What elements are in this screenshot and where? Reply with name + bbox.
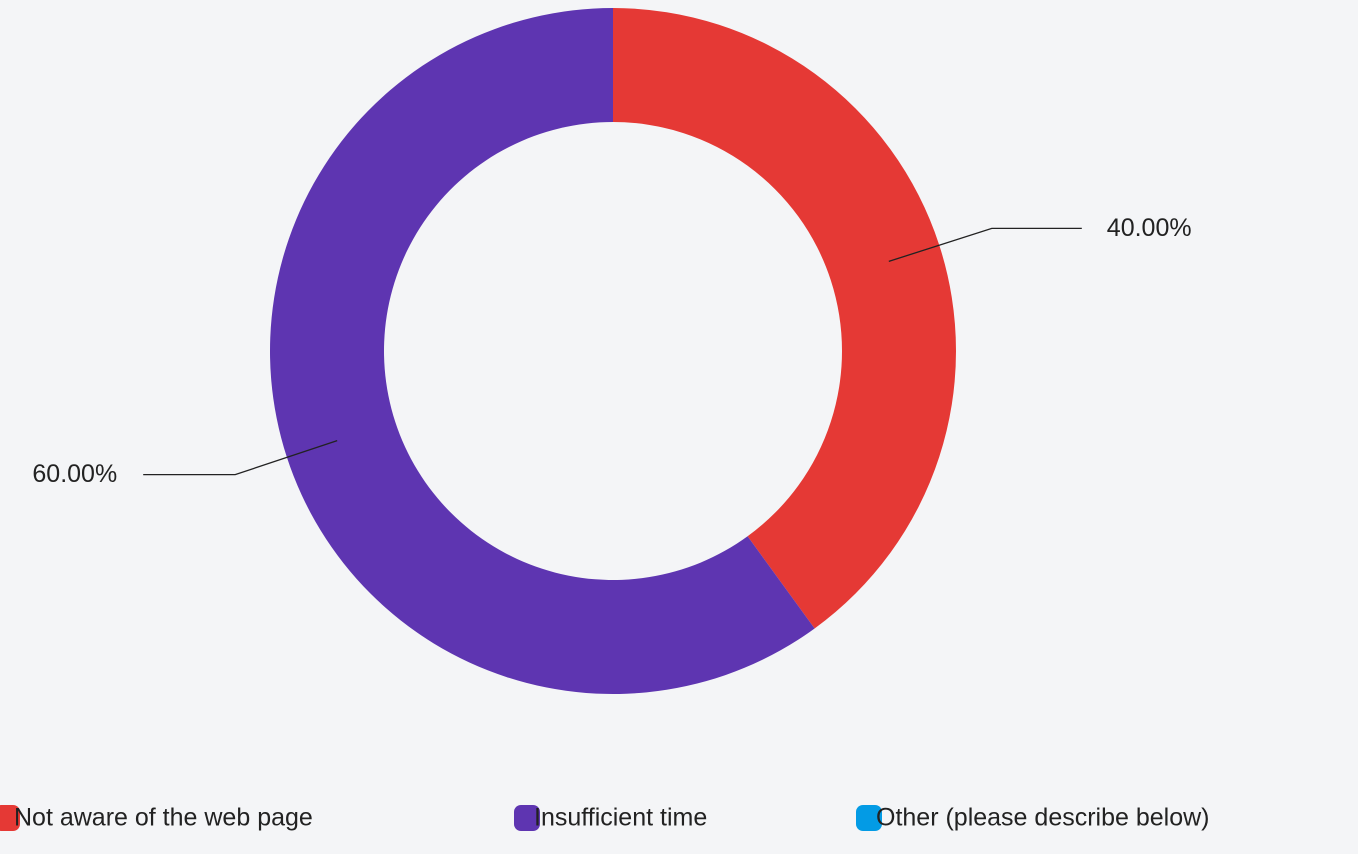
legend-swatch xyxy=(514,805,540,831)
legend-label: Insufficient time xyxy=(534,804,707,832)
legend-label: Other (please describe below) xyxy=(876,804,1210,832)
data-label: 40.00% xyxy=(1107,214,1192,242)
data-label: 60.00% xyxy=(32,460,117,488)
leader-line xyxy=(888,227,1082,263)
legend-swatch xyxy=(0,805,20,831)
donut-segment xyxy=(613,8,956,629)
leader-line xyxy=(143,439,338,476)
donut-segment xyxy=(270,8,815,694)
legend-swatch xyxy=(856,805,882,831)
legend-label: Not aware of the web page xyxy=(14,804,313,832)
